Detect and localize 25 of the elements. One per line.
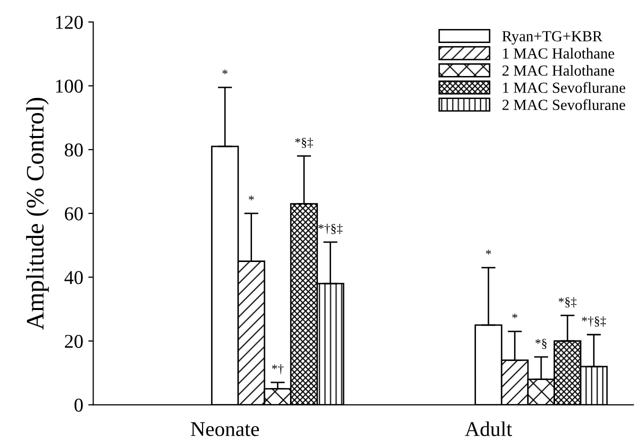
annotation: *†§‡	[318, 224, 342, 234]
x-tick-label: Neonate	[190, 422, 259, 436]
x-tick-label: Adult	[464, 421, 512, 436]
y-tick-label: 80	[64, 143, 83, 157]
legend-label: 2 MAC Sevoflurane	[502, 99, 626, 110]
y-tick-label: 0	[74, 398, 83, 412]
annotation: *§‡	[295, 138, 314, 148]
annotation: *§	[536, 338, 546, 349]
y-axis-title: Amplitude (% Control)	[26, 98, 49, 330]
y-tick-label: 40	[64, 271, 83, 284]
legend-label: 2 MAC Halothane	[502, 65, 614, 76]
legend-label: 1 MAC Halothane	[503, 48, 614, 59]
annotation: *†§‡	[582, 316, 606, 327]
legend-label: 1 MAC Sevoflurane	[503, 82, 626, 93]
y-tick-label: 20	[64, 334, 83, 348]
y-tick-label: 120	[56, 16, 83, 29]
y-tick-label: 100	[56, 80, 83, 93]
legend-label: Ryan+TG+KBR	[502, 31, 602, 45]
annotation: *	[512, 314, 518, 318]
annotation: *	[222, 70, 228, 74]
annotation: *	[248, 196, 254, 200]
annotation: *	[486, 250, 491, 254]
y-tick-label: 60	[64, 207, 83, 220]
annotation: *§‡	[558, 297, 576, 308]
annotation: *†	[272, 364, 284, 374]
